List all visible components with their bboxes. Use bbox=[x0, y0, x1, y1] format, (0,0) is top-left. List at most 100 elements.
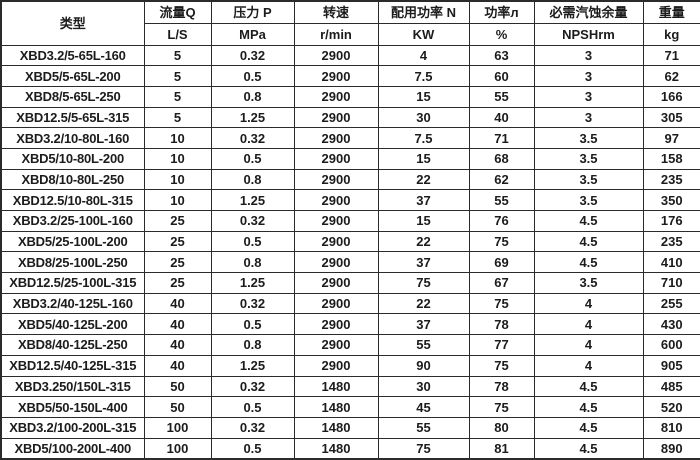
cell-weight: 810 bbox=[642, 416, 700, 439]
table-row: XBD5/10-80L-200 10 0.5 2900 15 68 3.5 158 bbox=[0, 147, 700, 170]
cell-type: XBD5/5-65L-200 bbox=[0, 65, 145, 87]
cell-speed: 1480 bbox=[293, 375, 379, 398]
col-unit-power: KW bbox=[377, 22, 470, 46]
table-row: XBD8/25-100L-250 25 0.8 2900 37 69 4.5 410 bbox=[0, 251, 700, 274]
cell-power: 37 bbox=[377, 251, 470, 274]
cell-npsh: 4 bbox=[533, 292, 644, 315]
cell-npsh: 4 bbox=[533, 313, 644, 336]
cell-npsh: 3 bbox=[533, 44, 644, 67]
cell-npsh: 4.5 bbox=[533, 437, 644, 460]
table-row: XBD12.5/40-125L-315 40 1.25 2900 90 75 4 905 bbox=[0, 354, 700, 377]
table-row: XBD5/50-150L-400 50 0.5 1480 45 75 4.5 520 bbox=[0, 396, 700, 418]
cell-weight: 600 bbox=[642, 334, 700, 356]
cell-weight: 62 bbox=[642, 65, 700, 87]
cell-pressure: 0.5 bbox=[210, 230, 295, 253]
cell-power: 4 bbox=[377, 44, 470, 67]
cell-type: XBD3.2/10-80L-160 bbox=[0, 127, 145, 149]
cell-efficiency: 77 bbox=[468, 334, 535, 356]
cell-type: XBD12.5/5-65L-315 bbox=[0, 106, 145, 129]
cell-weight: 430 bbox=[642, 313, 700, 336]
table-body: XBD3.2/5-65L-160 5 0.32 2900 4 63 3 71 XBD5/5-65… bbox=[0, 44, 700, 460]
table-row: XBD12.5/10-80L-315 10 1.25 2900 37 55 3.5 350 bbox=[0, 189, 700, 211]
cell-speed: 2900 bbox=[293, 85, 379, 108]
cell-power: 55 bbox=[377, 416, 470, 439]
cell-efficiency: 68 bbox=[468, 147, 535, 170]
header-row-labels: 类型 流量Q 压力 P 转速 配用功率 N 功率л 必需汽蚀余量 重量 bbox=[0, 0, 700, 46]
table-row: XBD8/5-65L-250 5 0.8 2900 15 55 3 166 bbox=[0, 85, 700, 108]
cell-speed: 2900 bbox=[293, 272, 379, 294]
cell-flow: 25 bbox=[143, 272, 212, 294]
cell-type: XBD8/25-100L-250 bbox=[0, 251, 145, 274]
cell-efficiency: 62 bbox=[468, 168, 535, 191]
cell-efficiency: 63 bbox=[468, 44, 535, 67]
cell-flow: 50 bbox=[143, 396, 212, 418]
cell-pressure: 1.25 bbox=[210, 106, 295, 129]
cell-type: XBD5/25-100L-200 bbox=[0, 230, 145, 253]
cell-npsh: 4.5 bbox=[533, 375, 644, 398]
cell-pressure: 0.5 bbox=[210, 313, 295, 336]
cell-flow: 40 bbox=[143, 334, 212, 356]
cell-power: 30 bbox=[377, 375, 470, 398]
cell-power: 15 bbox=[377, 85, 470, 108]
table-row: XBD8/40-125L-250 40 0.8 2900 55 77 4 600 bbox=[0, 334, 700, 356]
cell-pressure: 1.25 bbox=[210, 189, 295, 211]
table-row: XBD3.2/40-125L-160 40 0.32 2900 22 75 4 255 bbox=[0, 292, 700, 315]
cell-weight: 255 bbox=[642, 292, 700, 315]
cell-speed: 2900 bbox=[293, 147, 379, 170]
cell-npsh: 3 bbox=[533, 106, 644, 129]
cell-npsh: 4.5 bbox=[533, 230, 644, 253]
table-row: XBD8/10-80L-250 10 0.8 2900 22 62 3.5 235 bbox=[0, 168, 700, 191]
cell-flow: 10 bbox=[143, 168, 212, 191]
cell-speed: 2900 bbox=[293, 313, 379, 336]
cell-efficiency: 67 bbox=[468, 272, 535, 294]
cell-npsh: 3 bbox=[533, 85, 644, 108]
cell-efficiency: 60 bbox=[468, 65, 535, 87]
table-row: XBD12.5/25-100L-315 25 1.25 2900 75 67 3.5 710 bbox=[0, 272, 700, 294]
cell-speed: 2900 bbox=[293, 168, 379, 191]
cell-power: 22 bbox=[377, 292, 470, 315]
cell-weight: 305 bbox=[642, 106, 700, 129]
cell-weight: 905 bbox=[642, 354, 700, 377]
cell-type: XBD12.5/10-80L-315 bbox=[0, 189, 145, 211]
cell-pressure: 0.8 bbox=[210, 334, 295, 356]
cell-speed: 1480 bbox=[293, 416, 379, 439]
cell-flow: 5 bbox=[143, 65, 212, 87]
cell-efficiency: 80 bbox=[468, 416, 535, 439]
cell-efficiency: 75 bbox=[468, 354, 535, 377]
cell-weight: 235 bbox=[642, 168, 700, 191]
cell-speed: 2900 bbox=[293, 106, 379, 129]
cell-pressure: 0.32 bbox=[210, 292, 295, 315]
cell-pressure: 0.5 bbox=[210, 396, 295, 418]
col-header-weight: 重量 bbox=[642, 0, 700, 24]
cell-flow: 25 bbox=[143, 210, 212, 232]
table-header: 类型 流量Q 压力 P 转速 配用功率 N 功率л 必需汽蚀余量 重量 L/S … bbox=[0, 0, 700, 46]
cell-pressure: 0.32 bbox=[210, 210, 295, 232]
cell-type: XBD5/100-200L-400 bbox=[0, 437, 145, 460]
cell-npsh: 3 bbox=[533, 65, 644, 87]
cell-speed: 2900 bbox=[293, 189, 379, 211]
cell-weight: 710 bbox=[642, 272, 700, 294]
table-row: XBD12.5/5-65L-315 5 1.25 2900 30 40 3 305 bbox=[0, 106, 700, 129]
cell-efficiency: 71 bbox=[468, 127, 535, 149]
cell-flow: 10 bbox=[143, 189, 212, 211]
table-row: XBD5/40-125L-200 40 0.5 2900 37 78 4 430 bbox=[0, 313, 700, 336]
cell-power: 22 bbox=[377, 230, 470, 253]
cell-weight: 166 bbox=[642, 85, 700, 108]
cell-efficiency: 78 bbox=[468, 375, 535, 398]
cell-type: XBD8/5-65L-250 bbox=[0, 85, 145, 108]
table-row: XBD5/5-65L-200 5 0.5 2900 7.5 60 3 62 bbox=[0, 65, 700, 87]
cell-power: 37 bbox=[377, 189, 470, 211]
cell-power: 22 bbox=[377, 168, 470, 191]
cell-speed: 2900 bbox=[293, 334, 379, 356]
cell-flow: 25 bbox=[143, 230, 212, 253]
cell-speed: 2900 bbox=[293, 230, 379, 253]
cell-pressure: 0.32 bbox=[210, 127, 295, 149]
cell-efficiency: 75 bbox=[468, 230, 535, 253]
cell-type: XBD8/40-125L-250 bbox=[0, 334, 145, 356]
cell-speed: 2900 bbox=[293, 210, 379, 232]
cell-npsh: 3.5 bbox=[533, 168, 644, 191]
cell-type: XBD5/10-80L-200 bbox=[0, 147, 145, 170]
cell-efficiency: 76 bbox=[468, 210, 535, 232]
cell-power: 75 bbox=[377, 437, 470, 460]
cell-flow: 25 bbox=[143, 251, 212, 274]
